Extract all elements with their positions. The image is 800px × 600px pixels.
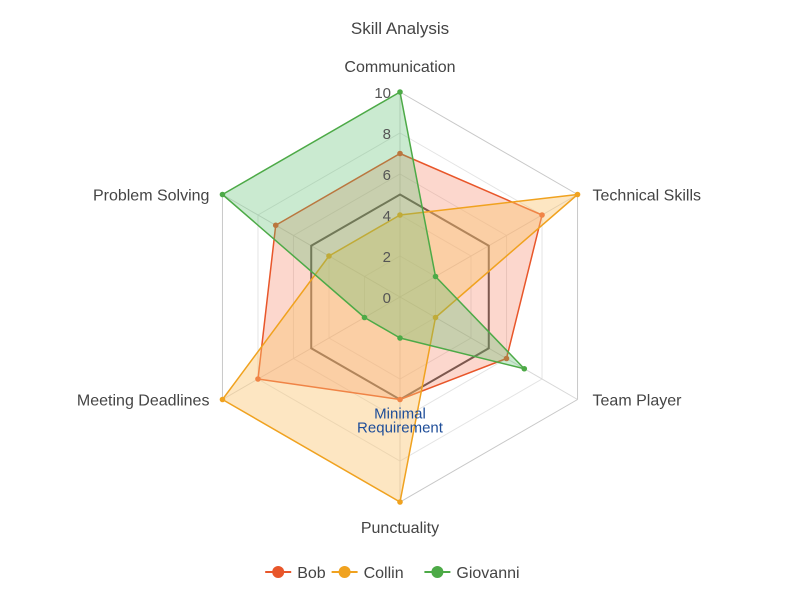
data-point[interactable] — [503, 355, 510, 362]
axis-label: Technical Skills — [593, 188, 701, 205]
data-point[interactable] — [432, 314, 439, 321]
data-point[interactable] — [397, 335, 403, 341]
series-bob — [255, 150, 545, 403]
data-point[interactable] — [574, 191, 581, 198]
legend-marker — [338, 566, 351, 578]
legend-marker — [272, 566, 285, 578]
legend-item-giovanni[interactable]: Giovanni — [424, 565, 520, 582]
legend-item-collin[interactable]: Collin — [331, 565, 404, 582]
data-point[interactable] — [219, 191, 226, 198]
data-point[interactable] — [326, 253, 332, 259]
tick-labels: 0 2 4 6 8 10 — [374, 85, 391, 307]
tick-label: 8 — [383, 126, 391, 143]
tick-label: 0 — [383, 290, 391, 307]
data-point[interactable] — [397, 150, 403, 157]
series-giovanni — [219, 89, 528, 372]
legend-label: Bob — [297, 565, 326, 582]
series-layer — [219, 89, 581, 505]
legend-label: Giovanni — [456, 565, 519, 582]
data-point[interactable] — [272, 222, 279, 229]
tick-label: 6 — [383, 167, 391, 184]
axis-label: Team Player — [593, 393, 683, 410]
data-point[interactable] — [539, 212, 545, 218]
axis-labels: Communication Technical Skills Team Player… — [77, 59, 701, 537]
data-point[interactable] — [397, 212, 403, 218]
tick-label: 2 — [383, 249, 391, 266]
tick-label: 4 — [383, 208, 391, 225]
data-point[interactable] — [397, 396, 403, 403]
data-point[interactable] — [219, 396, 226, 403]
legend-marker — [431, 566, 444, 578]
axis-label: Problem Solving — [93, 188, 210, 205]
axis-label: Meeting Deadlines — [77, 393, 210, 410]
axis-label: Punctuality — [361, 520, 439, 537]
data-point[interactable] — [521, 365, 528, 372]
reference-label: Requirement — [357, 420, 444, 437]
data-point[interactable] — [255, 376, 261, 382]
axis-label: Communication — [344, 59, 455, 76]
chart-title: Skill Analysis — [351, 19, 449, 38]
data-point[interactable] — [397, 89, 403, 95]
series-collin — [219, 191, 581, 505]
tick-label: 10 — [374, 85, 391, 102]
legend[interactable]: Bob Collin Giovanni — [265, 565, 520, 582]
legend-item-bob[interactable]: Bob — [265, 565, 326, 582]
legend-label: Collin — [364, 565, 404, 582]
reference-label: Minimal — [374, 406, 426, 423]
data-point[interactable] — [361, 314, 368, 321]
data-point[interactable] — [397, 499, 403, 505]
data-point[interactable] — [432, 273, 439, 280]
